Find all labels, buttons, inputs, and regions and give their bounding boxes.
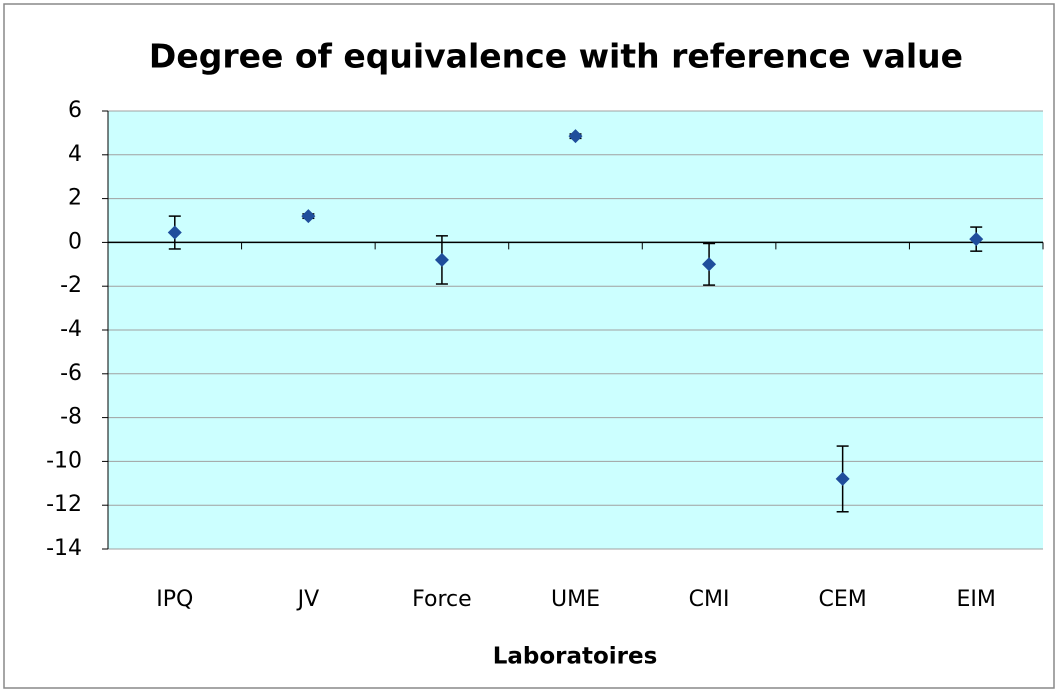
y-tick-label: -4 xyxy=(60,317,82,342)
marker xyxy=(835,471,850,486)
y-tick-label: 4 xyxy=(68,142,82,167)
x-tick-label: CEM xyxy=(819,587,867,612)
marker xyxy=(969,232,984,247)
y-tick-label: -6 xyxy=(60,361,82,386)
x-axis-title: Laboratoires xyxy=(493,644,658,670)
y-tick-label: -14 xyxy=(46,536,82,561)
y-tick-label: -10 xyxy=(46,448,82,473)
y-tick-label: -8 xyxy=(60,405,82,430)
marker xyxy=(434,252,449,267)
marker xyxy=(702,257,717,272)
y-tick-label: -2 xyxy=(60,273,82,298)
chart-title: Degree of equivalence with reference val… xyxy=(149,37,963,76)
marker xyxy=(167,225,182,240)
marker xyxy=(301,209,316,224)
x-tick-label: Force xyxy=(412,587,472,612)
x-tick-label: JV xyxy=(296,587,320,612)
y-tick-label: 6 xyxy=(68,98,82,123)
marker xyxy=(568,129,583,144)
x-tick-label: IPQ xyxy=(156,587,193,612)
y-tick-label: -12 xyxy=(46,492,82,517)
x-tick-label: CMI xyxy=(689,587,730,612)
x-tick-label: UME xyxy=(551,587,600,612)
y-tick-label: 0 xyxy=(68,229,82,254)
y-tick-label: 2 xyxy=(68,186,82,211)
x-tick-label: EIM xyxy=(957,587,996,612)
